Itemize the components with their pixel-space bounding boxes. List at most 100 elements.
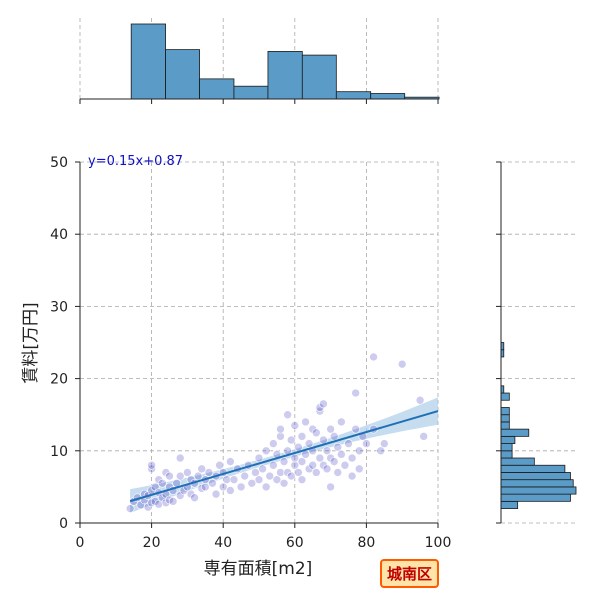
scatter-point xyxy=(290,421,300,430)
scatter-point xyxy=(308,424,318,434)
scatter-point xyxy=(229,475,239,484)
scatter-point xyxy=(215,460,224,470)
scatter-point xyxy=(226,486,235,495)
x-hist-bar xyxy=(130,23,166,100)
y-axis-label: 賃料[万円] xyxy=(21,302,41,383)
scatter-point xyxy=(340,460,350,470)
scatter-point xyxy=(197,464,207,474)
scatter-point xyxy=(315,453,325,463)
scatter-point xyxy=(290,460,300,470)
scatter-point xyxy=(269,439,278,448)
x-hist-bar xyxy=(370,93,406,100)
scatter-point xyxy=(183,468,192,477)
scatter-point xyxy=(236,482,246,492)
scatter-point xyxy=(351,388,360,398)
scatter-point xyxy=(286,471,296,481)
scatter-point xyxy=(190,493,199,503)
scatter-point xyxy=(175,453,185,463)
scatter-point xyxy=(161,468,171,477)
scatter-point xyxy=(344,439,353,448)
scatter-point xyxy=(204,468,214,477)
scatter-point xyxy=(347,453,357,463)
y-hist-bar xyxy=(500,443,513,452)
scatter-point xyxy=(322,446,332,456)
scatter-point xyxy=(179,486,189,495)
y-hist-bar xyxy=(500,407,510,416)
scatter-point xyxy=(158,493,167,503)
x-hist-bar xyxy=(267,51,303,100)
scatter-point xyxy=(379,439,389,448)
scatter-point xyxy=(319,399,328,409)
x-tick-label: 60 xyxy=(286,535,304,551)
y-hist-bar xyxy=(500,435,516,444)
scatter-point xyxy=(286,435,296,445)
y-hist-bar xyxy=(500,414,510,423)
scatter-point xyxy=(125,504,135,513)
scatter-point xyxy=(304,464,314,474)
scatter-point xyxy=(143,502,153,512)
y-hist-bar xyxy=(500,421,510,430)
scatter-point xyxy=(211,489,221,499)
scatter-point xyxy=(175,471,185,481)
scatter-point xyxy=(168,497,178,506)
x-tick-label: 20 xyxy=(143,535,161,551)
scatter-point xyxy=(247,478,257,488)
y-marginal-histogram xyxy=(496,161,578,524)
scatter-point xyxy=(311,428,321,438)
scatter-point xyxy=(369,352,378,362)
scatter-point xyxy=(294,442,303,452)
scatter-point xyxy=(347,471,357,481)
scatter-point xyxy=(297,475,307,484)
scatter-point xyxy=(208,478,217,488)
scatter-point xyxy=(419,432,428,441)
scatter-point xyxy=(258,464,267,474)
x-hist-bar xyxy=(199,78,235,100)
x-hist-bar xyxy=(301,54,337,100)
scatter-point xyxy=(319,460,328,470)
scatter-point xyxy=(294,468,303,477)
scatter-point xyxy=(362,439,371,448)
y-tick-label: 40 xyxy=(50,227,68,243)
y-hist-bar xyxy=(500,464,566,473)
y-hist-bar xyxy=(500,450,513,459)
x-tick-label: 80 xyxy=(357,535,375,551)
scatter-point xyxy=(276,424,285,434)
scatter-point xyxy=(333,468,343,477)
scatter-point xyxy=(337,417,346,427)
y-tick-label: 30 xyxy=(50,299,68,315)
x-tick-label: 0 xyxy=(76,535,85,551)
scatter-point xyxy=(333,442,343,452)
scatter-point xyxy=(147,460,156,470)
scatter-point xyxy=(337,450,346,459)
y-tick-label: 0 xyxy=(59,516,68,532)
scatter-point xyxy=(218,482,228,492)
scatter-point xyxy=(290,453,300,463)
scatter-point xyxy=(154,499,164,509)
scatter-point xyxy=(279,478,289,488)
y-tick-label: 20 xyxy=(50,372,68,388)
scatter-point xyxy=(315,406,325,416)
y-tick-label: 10 xyxy=(50,444,68,460)
scatter-point xyxy=(297,432,307,441)
scatter-point xyxy=(272,475,282,484)
y-hist-bar xyxy=(500,500,519,509)
main-axes xyxy=(75,161,439,528)
scatter-point xyxy=(150,497,160,506)
y-tick-label: 50 xyxy=(50,155,68,171)
scatter-point xyxy=(326,424,335,434)
scatter-point xyxy=(354,464,364,474)
scatter-point xyxy=(261,482,271,492)
scatter-point xyxy=(201,482,210,492)
x-hist-bar xyxy=(233,85,269,100)
scatter-point xyxy=(254,475,264,484)
scatter-point xyxy=(154,475,164,484)
scatter-point xyxy=(354,446,364,456)
scatter-point xyxy=(326,453,335,463)
scatter-point xyxy=(351,424,360,434)
scatter-point xyxy=(240,471,249,481)
scatter-point xyxy=(279,457,289,466)
scatter-point xyxy=(301,417,310,427)
x-hist-bar xyxy=(335,91,372,100)
scatter-point xyxy=(265,471,275,481)
